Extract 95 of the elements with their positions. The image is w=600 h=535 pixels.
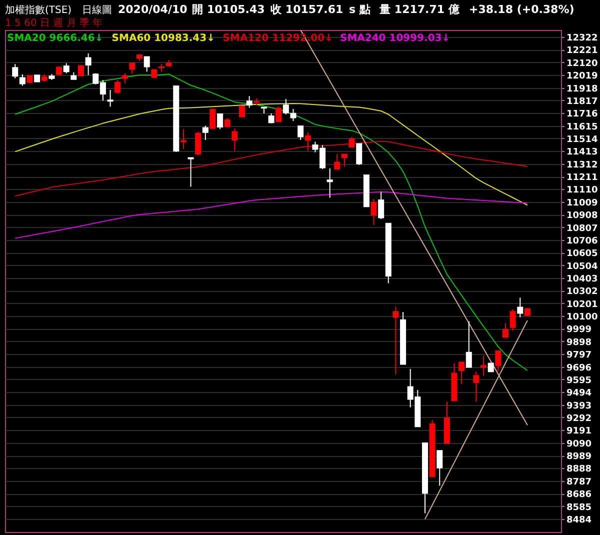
y-tick-label: 11413 <box>566 148 598 158</box>
y-tick-label: 9090 <box>566 439 592 450</box>
y-tick-label: 10504 <box>566 262 598 272</box>
y-tick-label: 11110 <box>566 186 598 196</box>
candlestick <box>510 308 516 332</box>
y-tick-label: 12322 <box>566 34 598 44</box>
y-tick-label: 10100 <box>566 312 598 323</box>
line-series <box>14 191 528 239</box>
candlestick <box>195 131 202 156</box>
y-tick-label: 11312 <box>566 160 598 170</box>
candlestick <box>188 157 194 188</box>
y-tick-label: 9494 <box>566 388 592 399</box>
candlestick <box>180 128 186 150</box>
y-tick-label: 11009 <box>566 198 598 208</box>
y-tick-label: 8585 <box>566 502 592 513</box>
candlestick <box>12 64 18 79</box>
y-tick-label: 9595 <box>566 376 592 386</box>
candlestick <box>356 143 362 166</box>
chart-subtitle: 日線圖 <box>82 5 112 16</box>
text: +38.18 (+0.38%) <box>468 3 574 16</box>
candlestick <box>517 297 524 318</box>
y-tick-label: 9696 <box>566 363 592 374</box>
y-tick-label: 9292 <box>566 414 592 424</box>
y-tick-label: 11918 <box>566 84 598 94</box>
candlestick <box>473 371 480 402</box>
candlestick <box>298 126 304 140</box>
y-tick-label: 11716 <box>566 110 598 120</box>
y-tick-label: 12120 <box>566 58 598 69</box>
candlestick <box>378 191 384 220</box>
y-tick-label: 10807 <box>566 224 598 234</box>
candlestick <box>19 74 26 86</box>
candlestick <box>114 79 121 94</box>
candlestick <box>268 112 274 124</box>
candlestick <box>129 62 136 74</box>
y-tick-label: 9797 <box>566 350 592 361</box>
candlestick <box>348 136 355 148</box>
y-tick-label: 10302 <box>566 287 598 298</box>
candlestick <box>78 64 84 76</box>
y-tick-label: 9191 <box>566 426 592 437</box>
text: SMA60 10983.43↓ <box>112 33 215 44</box>
candlestick <box>290 108 296 122</box>
y-tick-label: 11817 <box>566 96 598 107</box>
text: 量 1217.71 億 <box>378 3 460 16</box>
candlestick <box>341 154 348 168</box>
y-tick-label: 9999 <box>566 325 592 336</box>
candlestick <box>144 56 150 72</box>
y-tick-label: 10403 <box>566 274 598 284</box>
candlestick <box>107 90 114 108</box>
y-tick-label: 9393 <box>566 401 592 412</box>
text: 1 5 60 日 週 月 季 年 <box>5 17 103 29</box>
candlestick <box>436 450 443 486</box>
candlestick <box>85 52 92 76</box>
y-tick-label: 10706 <box>566 236 598 246</box>
candlestick <box>480 355 487 376</box>
text: s 點 <box>348 3 370 16</box>
candlestick <box>495 350 502 372</box>
text: SMA20 9666.46↓ <box>7 33 104 44</box>
y-tick-label: 10908 <box>566 211 598 222</box>
y-tick-label: 12019 <box>566 72 598 82</box>
candlestick <box>334 154 340 170</box>
candlestick <box>392 306 399 375</box>
candlestick <box>232 128 238 152</box>
y-tick-label: 12221 <box>566 46 598 56</box>
candlestick <box>370 198 377 226</box>
text: SMA240 10999.03↓ <box>340 33 450 44</box>
text: 2020/04/10 <box>118 3 188 16</box>
candlestick <box>122 72 128 84</box>
y-tick-label: 9898 <box>566 338 592 348</box>
candlestick <box>326 168 333 198</box>
y-tick-label: 8888 <box>566 464 592 475</box>
y-tick-label: 10605 <box>566 249 598 260</box>
y-tick-label: 10201 <box>566 300 598 310</box>
candlestick <box>202 125 208 140</box>
candlestick <box>282 98 289 115</box>
chart-title: 加權指數(TSE) <box>5 4 72 16</box>
candlestick <box>239 105 246 118</box>
candlestick <box>458 361 465 384</box>
line-series <box>14 74 528 372</box>
y-tick-label: 11514 <box>566 134 598 145</box>
candlestick <box>210 108 216 129</box>
candlestick <box>502 322 508 338</box>
candlestick <box>217 114 224 130</box>
candlestick <box>466 320 472 368</box>
y-tick-label: 8989 <box>566 452 592 462</box>
y-tick-label: 8686 <box>566 490 592 500</box>
y-tick-label: 8484 <box>566 515 592 526</box>
text: 收 10157.61 <box>270 3 344 16</box>
y-tick-label: 8787 <box>566 477 592 488</box>
candlestick <box>246 96 252 108</box>
y-tick-label: 11615 <box>566 122 598 132</box>
text: 開 10105.43 <box>192 3 265 16</box>
candlestick <box>63 62 70 74</box>
y-tick-label: 11211 <box>566 173 598 184</box>
candlestick <box>276 106 282 122</box>
candlestick <box>304 132 311 152</box>
